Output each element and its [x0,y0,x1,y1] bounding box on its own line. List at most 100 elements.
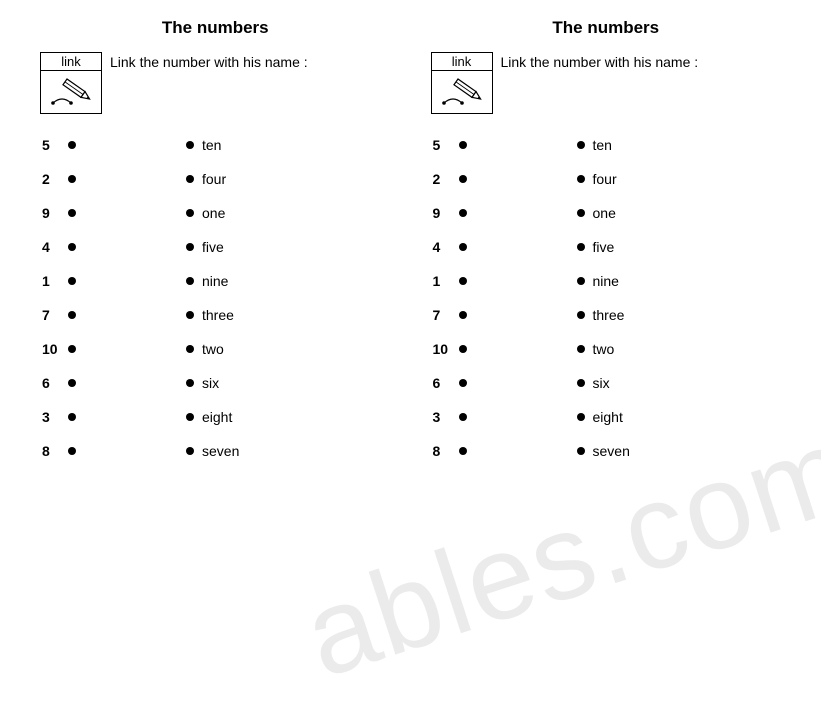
dot-icon [577,447,585,455]
word-cell: five [593,239,615,255]
link-box-label: link [432,53,492,71]
word-cell: two [593,341,615,357]
dot-icon [459,311,467,319]
number-cell: 5 [433,137,459,153]
pencil-link-icon [41,71,101,113]
dot-icon [68,311,76,319]
dot-icon [68,379,76,387]
link-box: link [431,52,493,114]
number-cell: 3 [42,409,68,425]
word-cell: eight [202,409,232,425]
word-cell: eight [593,409,623,425]
worksheet-right: The numbers link [411,18,802,468]
word-cell: ten [202,137,221,153]
dot-icon [68,413,76,421]
match-row: 6 six [42,366,391,400]
page: The numbers link [0,0,821,468]
word-cell: one [202,205,225,221]
number-cell: 1 [433,273,459,289]
word-cell: four [202,171,226,187]
title: The numbers [431,18,782,38]
number-cell: 8 [42,443,68,459]
dot-icon [186,209,194,217]
dot-icon [459,141,467,149]
dot-icon [459,277,467,285]
word-cell: three [593,307,625,323]
number-cell: 6 [433,375,459,391]
dot-icon [577,209,585,217]
number-cell: 2 [42,171,68,187]
rows-right: 5ten 2 four 9 one 4 five 1 nine 7 three 10two… [431,128,782,468]
match-row: 4 five [433,230,782,264]
dot-icon [577,345,585,353]
dot-icon [459,379,467,387]
match-row: 3 eight [433,400,782,434]
match-row: 9 one [42,196,391,230]
match-row: 3 eight [42,400,391,434]
rows-left: 5 ten 2 four 9 one 4 five 1 nine 7 three 10 two… [40,128,391,468]
number-cell: 1 [42,273,68,289]
dot-icon [459,175,467,183]
dot-icon [68,345,76,353]
word-cell: three [202,307,234,323]
dot-icon [186,379,194,387]
number-cell: 7 [42,307,68,323]
number-cell: 5 [42,137,68,153]
dot-icon [459,413,467,421]
word-cell: seven [593,443,630,459]
header-row: link Link the number w [40,52,391,114]
instruction: Link the number with his name : [110,52,308,70]
number-cell: 9 [433,205,459,221]
dot-icon [186,311,194,319]
dot-icon [459,447,467,455]
match-row: 5ten [433,128,782,162]
dot-icon [186,175,194,183]
dot-icon [186,141,194,149]
dot-icon [68,447,76,455]
word-cell: four [593,171,617,187]
worksheet-left: The numbers link [20,18,411,468]
dot-icon [186,345,194,353]
match-row: 2 four [42,162,391,196]
dot-icon [68,277,76,285]
dot-icon [186,243,194,251]
dot-icon [577,311,585,319]
dot-icon [459,243,467,251]
match-row: 5 ten [42,128,391,162]
dot-icon [186,413,194,421]
dot-icon [577,175,585,183]
number-cell: 3 [433,409,459,425]
word-cell: nine [202,273,228,289]
word-cell: two [202,341,224,357]
header-row: link Link the number w [431,52,782,114]
number-cell: 7 [433,307,459,323]
match-row: 7 three [433,298,782,332]
number-cell: 2 [433,171,459,187]
match-row: 8seven [42,434,391,468]
word-cell: nine [593,273,619,289]
number-cell: 9 [42,205,68,221]
dot-icon [577,379,585,387]
match-row: 7 three [42,298,391,332]
dot-icon [459,345,467,353]
dot-icon [186,447,194,455]
match-row: 6 six [433,366,782,400]
number-cell: 4 [433,239,459,255]
link-box-label: link [41,53,101,71]
word-cell: one [593,205,616,221]
word-cell: six [593,375,610,391]
match-row: 10two [433,332,782,366]
match-row: 2 four [433,162,782,196]
word-cell: five [202,239,224,255]
dot-icon [577,413,585,421]
number-cell: 8 [433,443,459,459]
dot-icon [186,277,194,285]
number-cell: 6 [42,375,68,391]
match-row: 8 seven [433,434,782,468]
number-cell: 4 [42,239,68,255]
dot-icon [68,209,76,217]
number-cell: 10 [42,341,68,357]
word-cell: six [202,375,219,391]
dot-icon [577,243,585,251]
match-row: 9 one [433,196,782,230]
